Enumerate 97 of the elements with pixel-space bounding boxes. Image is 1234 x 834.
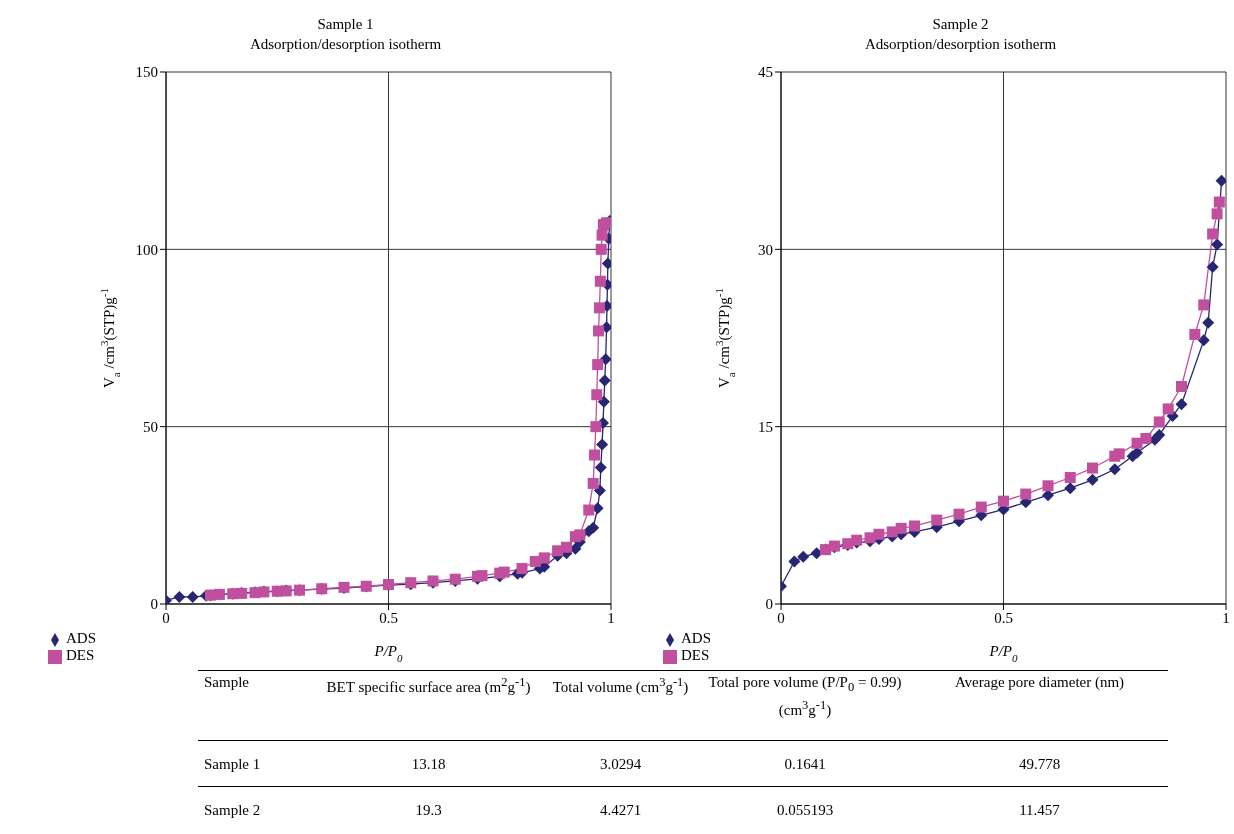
x-axis-title: P/P$_{0}$ [373, 643, 404, 664]
legend-label: DES [681, 647, 710, 663]
point [1113, 448, 1125, 460]
text: 0.055193 [775, 800, 835, 820]
point [1197, 334, 1210, 347]
point [873, 528, 885, 540]
point [797, 550, 810, 563]
text: 0.1641 [783, 754, 827, 774]
text: Average pore diameter (nm) [953, 673, 1126, 692]
point [1064, 482, 1077, 495]
point [931, 514, 943, 526]
point [1211, 238, 1224, 251]
point [593, 484, 606, 497]
point [186, 590, 199, 603]
point [596, 438, 609, 451]
point [1215, 174, 1226, 187]
y-tick-label: 0 [150, 596, 159, 613]
point [516, 563, 528, 575]
point [975, 501, 987, 513]
point [593, 325, 605, 337]
x-tick-label: 1 [607, 609, 615, 626]
point [587, 477, 599, 489]
point [590, 421, 602, 433]
text: BET specific surface area (m$^{2}$g$^{-1}$) [325, 674, 532, 697]
point [1211, 208, 1223, 220]
legend-label: DES [66, 647, 95, 663]
text: Sample [203, 673, 250, 692]
point [599, 353, 611, 366]
point [597, 395, 610, 408]
text: 49.778 [1017, 754, 1062, 774]
point [589, 449, 601, 461]
y-tick-label: 15 [758, 418, 774, 435]
text: 4.4271 [598, 800, 643, 820]
point [1213, 196, 1225, 208]
point [1064, 472, 1076, 483]
point [594, 275, 606, 287]
point [1189, 328, 1201, 340]
text: 13.18 [410, 754, 447, 774]
point [953, 508, 965, 520]
y-tick-label: 0 [765, 596, 774, 613]
x-tick-label: 1 [1222, 609, 1230, 626]
point [895, 522, 907, 534]
point [788, 555, 801, 568]
point [583, 504, 595, 516]
text: Sample 1 [203, 754, 262, 774]
point [591, 389, 603, 401]
y-tick-label: 150 [135, 64, 159, 81]
point [909, 520, 921, 532]
chart-subtitle: Adsorption/desorption isotherm [863, 35, 1058, 54]
point [476, 570, 488, 582]
legend-label: ADS [681, 630, 712, 646]
point [1162, 403, 1174, 415]
legend-label: ADS [66, 630, 97, 646]
point [1086, 473, 1099, 486]
point [1207, 228, 1219, 240]
point [561, 541, 572, 553]
point [1042, 480, 1054, 492]
x-tick-label: 0 [777, 609, 785, 626]
point [1175, 398, 1188, 411]
point [1020, 488, 1032, 500]
x-tick-label: 0 [162, 609, 170, 626]
point [1153, 428, 1166, 441]
point [574, 529, 586, 541]
y-tick-label: 100 [135, 241, 159, 258]
point [594, 461, 607, 474]
y-tick-label: 45 [758, 64, 774, 81]
point [593, 302, 605, 314]
point [538, 552, 550, 564]
point [592, 359, 604, 371]
point [596, 229, 608, 241]
point [598, 374, 611, 387]
y-tick-label: 50 [143, 418, 159, 435]
point [173, 590, 186, 603]
x-axis-title: P/P$_{0}$ [988, 643, 1019, 664]
point [1206, 261, 1219, 274]
text: 19.3 [414, 800, 443, 820]
point [1198, 299, 1210, 311]
x-tick-label: 0.5 [994, 609, 1013, 626]
chart-title: Sample 1 [316, 15, 375, 34]
point [1153, 416, 1165, 428]
y-tick-label: 30 [758, 241, 774, 258]
point [595, 243, 607, 255]
text: 11.457 [1018, 800, 1061, 820]
point [998, 495, 1010, 507]
point [1176, 380, 1187, 392]
point [1140, 432, 1152, 444]
text: Sample 2 [203, 800, 262, 820]
point [1087, 462, 1099, 474]
text: Total pore volume (P/P$_{0}$ = 0.99) (cm$^{3}$g$^{-1}$) [708, 674, 902, 718]
text: 3.0294 [598, 754, 643, 774]
chart-title: Sample 2 [931, 15, 990, 34]
point [498, 566, 510, 578]
point [1108, 463, 1121, 476]
text: Total volume (cm$^{3}$g$^{-1}$) [551, 674, 690, 697]
chart-subtitle: Adsorption/desorption isotherm [248, 35, 443, 54]
x-tick-label: 0.5 [379, 609, 398, 626]
point [1202, 316, 1215, 329]
